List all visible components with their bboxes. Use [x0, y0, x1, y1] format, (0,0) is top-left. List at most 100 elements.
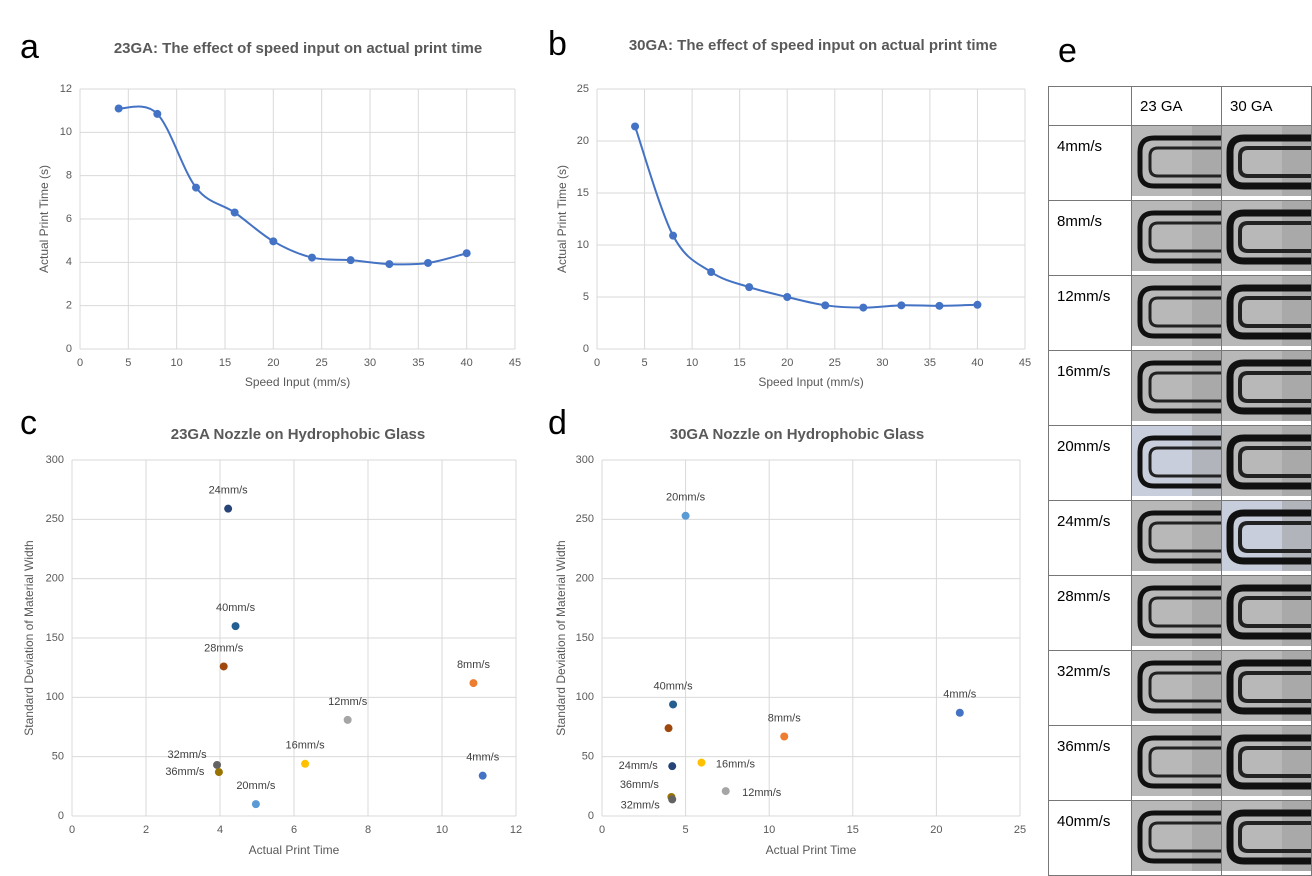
table-row: 28mm/s [1048, 575, 1312, 651]
table-row: 36mm/s [1048, 725, 1312, 801]
y-tick-label: 0 [588, 810, 594, 822]
panel-label: b [548, 25, 567, 63]
point [668, 762, 677, 771]
table-row: 12mm/s [1048, 275, 1312, 351]
point [153, 109, 162, 118]
x-tick-label: 30 [364, 357, 376, 369]
print-image [1131, 200, 1222, 276]
table-row: 24mm/s [1048, 500, 1312, 576]
print-image [1221, 275, 1312, 351]
image [1222, 576, 1311, 646]
x-axis-label: Speed Input (mm/s) [245, 375, 350, 389]
x-tick-label: 0 [77, 357, 83, 369]
y-tick-label: 200 [46, 573, 64, 585]
panel-label: d [548, 404, 567, 442]
row-label: 16mm/s [1048, 350, 1132, 426]
point [973, 300, 982, 309]
y-tick-label: 5 [583, 291, 589, 303]
x-tick-label: 20 [930, 824, 942, 836]
point [668, 795, 677, 804]
y-tick-label: 8 [66, 170, 72, 182]
image [1132, 351, 1221, 421]
point-label: 8mm/s [768, 712, 802, 724]
row-label: 40mm/s [1048, 800, 1132, 876]
table-row: 4mm/s [1048, 125, 1312, 201]
y-axis-label: Standard Deviation of Material Width [22, 540, 36, 735]
x-axis-label: Actual Print Time [249, 843, 340, 857]
image [1222, 801, 1311, 871]
point-label: 4mm/s [466, 752, 500, 764]
x-tick-label: 12 [510, 824, 522, 836]
row-label: 24mm/s [1048, 500, 1132, 576]
image [1222, 276, 1311, 346]
point-label: 8mm/s [457, 659, 491, 671]
row-label: 28mm/s [1048, 575, 1132, 651]
chart-title: 23GA: The effect of speed input on actua… [113, 40, 483, 57]
y-tick-label: 0 [66, 343, 72, 355]
point [213, 760, 222, 769]
y-tick-label: 100 [46, 691, 64, 703]
x-tick-label: 10 [171, 357, 183, 369]
y-tick-label: 0 [583, 343, 589, 355]
y-tick-label: 300 [576, 454, 594, 466]
point [230, 208, 239, 217]
print-image [1221, 650, 1312, 726]
print-image [1131, 125, 1222, 201]
panel-label: a [20, 28, 39, 66]
point-label: 28mm/s [204, 642, 244, 654]
row-label: 12mm/s [1048, 275, 1132, 351]
table-row: 40mm/s [1048, 800, 1312, 876]
y-tick-label: 2 [66, 300, 72, 312]
image [1132, 276, 1221, 346]
point [192, 183, 200, 192]
point-label: 32mm/s [621, 799, 661, 811]
point [308, 253, 316, 262]
print-image [1221, 125, 1312, 201]
x-tick-label: 45 [509, 357, 521, 369]
print-image [1221, 425, 1312, 501]
y-tick-label: 20 [577, 135, 589, 147]
image [1222, 726, 1311, 796]
y-tick-label: 200 [576, 573, 594, 585]
image [1222, 351, 1311, 421]
image [1222, 651, 1311, 721]
y-tick-label: 6 [66, 213, 72, 225]
point [385, 260, 394, 269]
x-tick-label: 5 [683, 824, 689, 836]
point [224, 504, 233, 513]
column-header: 30 GA [1221, 86, 1312, 126]
y-tick-label: 300 [46, 454, 64, 466]
x-tick-label: 45 [1019, 357, 1031, 369]
print-image [1221, 350, 1312, 426]
y-tick-label: 100 [576, 691, 594, 703]
point [721, 787, 730, 796]
point-label: 12mm/s [328, 696, 368, 708]
x-tick-label: 40 [971, 357, 983, 369]
x-tick-label: 4 [217, 824, 223, 836]
point [669, 231, 678, 240]
x-tick-label: 8 [365, 824, 371, 836]
print-image [1131, 500, 1222, 576]
point [469, 679, 478, 688]
print-image [1131, 800, 1222, 876]
image [1132, 126, 1221, 196]
x-axis-label: Speed Input (mm/s) [758, 375, 863, 389]
point [897, 301, 906, 310]
x-tick-label: 0 [69, 824, 75, 836]
point [114, 104, 123, 113]
point [664, 724, 673, 733]
y-tick-label: 250 [46, 513, 64, 525]
point-label: 4mm/s [943, 689, 977, 701]
print-image [1131, 350, 1222, 426]
point-label: 36mm/s [620, 779, 660, 791]
point [231, 622, 240, 631]
y-tick-label: 10 [577, 239, 589, 251]
image [1222, 426, 1311, 496]
point-label: 32mm/s [167, 749, 207, 761]
x-tick-label: 0 [594, 357, 600, 369]
y-tick-label: 50 [52, 751, 64, 763]
x-tick-label: 35 [412, 357, 424, 369]
x-tick-label: 25 [1014, 824, 1026, 836]
